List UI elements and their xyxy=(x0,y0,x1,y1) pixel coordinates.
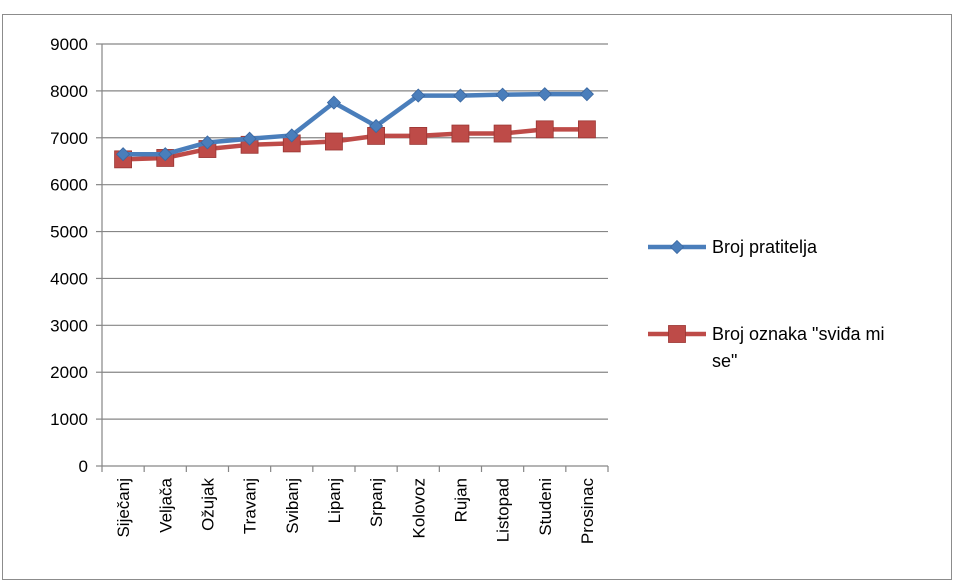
chart-frame xyxy=(2,14,952,580)
data-point xyxy=(326,95,341,110)
data-point xyxy=(495,87,510,102)
data-point xyxy=(369,118,384,134)
legend-item: Broj oznaka "sviđa mi se" xyxy=(648,324,884,371)
legend-item: Broj pratitelja xyxy=(648,237,818,257)
series-layer xyxy=(114,87,596,169)
series-broj-pratitelja xyxy=(116,87,594,162)
x-tick-label: Kolovoz xyxy=(409,478,428,538)
data-point xyxy=(451,124,470,143)
x-tick-label: Travanj xyxy=(241,478,260,534)
legend-diamond-marker xyxy=(669,239,685,255)
x-tick-label: Veljača xyxy=(156,477,175,532)
x-tick-label: Lipanj xyxy=(325,478,344,523)
data-point xyxy=(453,88,468,103)
legend-label: Broj oznaka "sviđa mi xyxy=(712,324,884,344)
x-tick-label: Siječanj xyxy=(114,478,133,538)
data-point xyxy=(200,135,215,150)
series-broj-oznaka xyxy=(114,120,596,169)
data-point xyxy=(158,147,173,162)
data-point xyxy=(537,87,552,102)
data-point xyxy=(242,131,257,146)
axes xyxy=(96,43,609,472)
legend-label: se" xyxy=(712,351,737,371)
x-tick-label: Ožujak xyxy=(198,478,217,531)
data-point xyxy=(535,120,554,139)
legend: Broj pratitelja Broj oznaka "sviđa mi se" xyxy=(648,237,884,371)
data-point xyxy=(411,88,426,103)
gridlines xyxy=(102,43,608,420)
x-tick-label: Prosinac xyxy=(578,478,597,545)
data-point xyxy=(578,120,596,139)
y-axis-tick-labels: 0 1000 2000 3000 4000 5000 6000 7000 8000 9000 xyxy=(50,35,88,476)
y-tick-label: 8000 xyxy=(50,82,88,101)
y-tick-label: 4000 xyxy=(50,269,88,288)
y-tick-label: 6000 xyxy=(50,176,88,195)
data-point xyxy=(409,127,428,145)
x-tick-label: Rujan xyxy=(451,478,470,522)
y-tick-label: 5000 xyxy=(50,223,88,242)
x-tick-label: Svibanj xyxy=(283,478,302,534)
data-point xyxy=(325,132,343,151)
series-line xyxy=(123,91,587,157)
data-point xyxy=(116,147,131,162)
y-tick-label: 7000 xyxy=(50,129,88,148)
x-tick-label: Srpanj xyxy=(367,478,386,527)
x-axis-tick-labels: Siječanj Veljača Ožujak Travanj Svibanj Lipan… xyxy=(114,477,597,544)
y-tick-label: 3000 xyxy=(50,316,88,335)
x-tick-label: Studeni xyxy=(536,478,555,536)
y-tick-label: 1000 xyxy=(50,410,88,429)
y-tick-label: 9000 xyxy=(50,35,88,54)
y-tick-label: 0 xyxy=(79,457,88,476)
data-point xyxy=(284,128,299,143)
data-point xyxy=(493,124,512,143)
legend-label: Broj pratitelja xyxy=(712,237,818,257)
legend-square-marker xyxy=(668,325,686,343)
data-point xyxy=(579,87,594,102)
y-tick-label: 2000 xyxy=(50,363,88,382)
x-tick-label: Listopad xyxy=(494,478,513,542)
